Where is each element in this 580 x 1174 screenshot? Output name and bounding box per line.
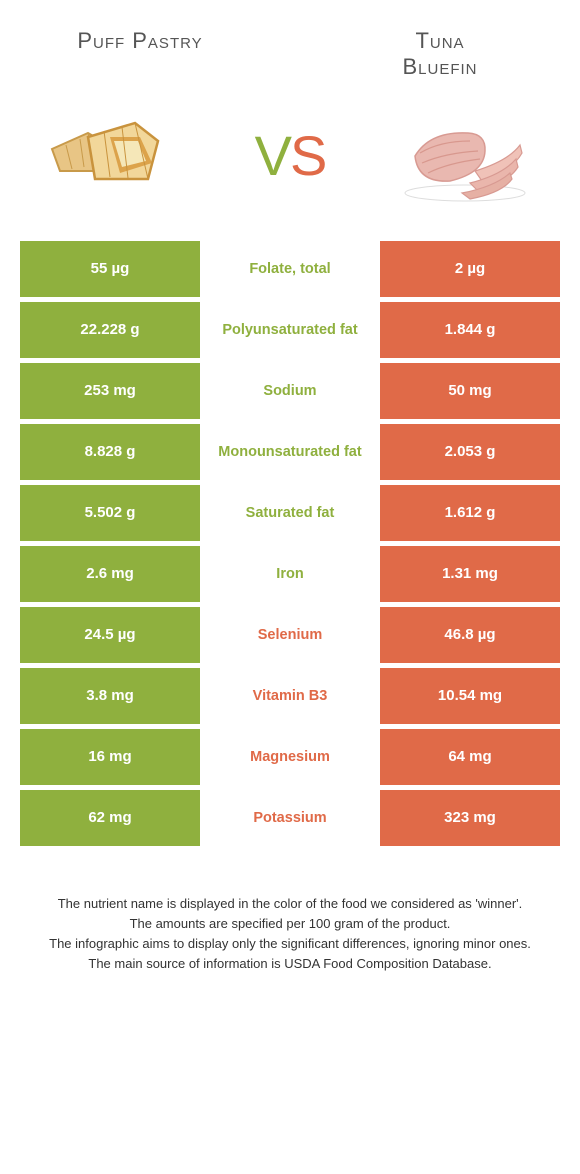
right-value: 2 µg [380, 241, 560, 297]
left-value: 8.828 g [20, 424, 200, 480]
nutrient-label: Vitamin B3 [200, 668, 380, 724]
table-row: 253 mgSodium50 mg [20, 363, 560, 419]
food-right-title-line1: Tuna [340, 28, 540, 54]
right-value: 46.8 µg [380, 607, 560, 663]
table-row: 16 mgMagnesium64 mg [20, 729, 560, 785]
right-value: 2.053 g [380, 424, 560, 480]
food-right-title-line2: Bluefin [340, 54, 540, 80]
left-value: 2.6 mg [20, 546, 200, 602]
tuna-image [390, 101, 540, 211]
right-value: 50 mg [380, 363, 560, 419]
right-value: 323 mg [380, 790, 560, 846]
vs-label: VS [255, 123, 326, 188]
right-value: 1.844 g [380, 302, 560, 358]
nutrient-label: Polyunsaturated fat [200, 302, 380, 358]
left-value: 55 µg [20, 241, 200, 297]
left-value: 24.5 µg [20, 607, 200, 663]
left-value: 16 mg [20, 729, 200, 785]
left-value: 5.502 g [20, 485, 200, 541]
footer-line-2: The amounts are specified per 100 gram o… [34, 914, 546, 934]
table-row: 24.5 µgSelenium46.8 µg [20, 607, 560, 663]
table-row: 22.228 gPolyunsaturated fat1.844 g [20, 302, 560, 358]
left-value: 3.8 mg [20, 668, 200, 724]
nutrient-label: Sodium [200, 363, 380, 419]
table-row: 2.6 mgIron1.31 mg [20, 546, 560, 602]
table-row: 5.502 gSaturated fat1.612 g [20, 485, 560, 541]
footer-line-4: The main source of information is USDA F… [34, 954, 546, 974]
right-value: 1.612 g [380, 485, 560, 541]
footer-line-3: The infographic aims to display only the… [34, 934, 546, 954]
nutrient-label: Folate, total [200, 241, 380, 297]
nutrient-label: Iron [200, 546, 380, 602]
food-right-title: Tuna Bluefin [340, 28, 540, 81]
food-left-title: Puff Pastry [40, 28, 240, 81]
nutrient-label: Potassium [200, 790, 380, 846]
right-value: 1.31 mg [380, 546, 560, 602]
right-value: 10.54 mg [380, 668, 560, 724]
nutrient-table: 55 µgFolate, total2 µg22.228 gPolyunsatu… [20, 241, 560, 846]
nutrient-label: Monounsaturated fat [200, 424, 380, 480]
table-row: 3.8 mgVitamin B310.54 mg [20, 668, 560, 724]
nutrient-label: Selenium [200, 607, 380, 663]
left-value: 253 mg [20, 363, 200, 419]
right-value: 64 mg [380, 729, 560, 785]
table-row: 8.828 gMonounsaturated fat2.053 g [20, 424, 560, 480]
table-row: 62 mgPotassium323 mg [20, 790, 560, 846]
nutrient-label: Saturated fat [200, 485, 380, 541]
footer-line-1: The nutrient name is displayed in the co… [34, 894, 546, 914]
left-value: 22.228 g [20, 302, 200, 358]
left-value: 62 mg [20, 790, 200, 846]
nutrient-label: Magnesium [200, 729, 380, 785]
footer-notes: The nutrient name is displayed in the co… [0, 846, 580, 975]
table-row: 55 µgFolate, total2 µg [20, 241, 560, 297]
puff-pastry-image [40, 101, 190, 211]
